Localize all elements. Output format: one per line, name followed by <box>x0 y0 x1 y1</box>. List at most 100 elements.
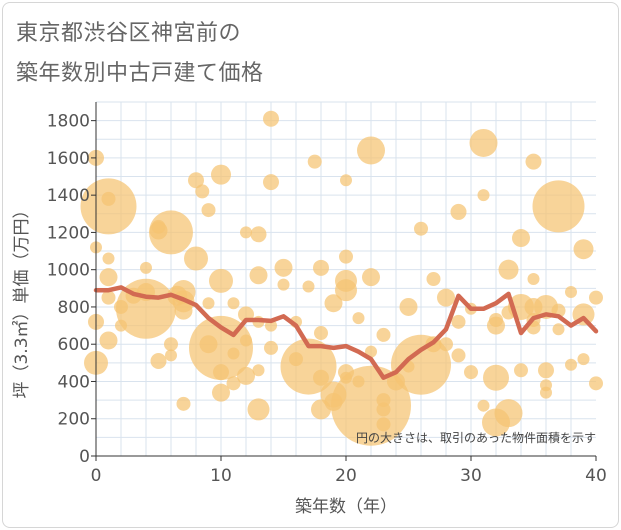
bubble-layer <box>80 110 603 446</box>
x-tick-label: 30 <box>460 466 482 486</box>
bubble-point <box>589 376 603 391</box>
bubble-point <box>498 259 519 280</box>
bubble-point <box>211 164 231 185</box>
bubble-point <box>477 189 490 202</box>
bubble-point <box>237 366 255 385</box>
bubble-point <box>376 327 391 342</box>
y-tick-label: 1200 <box>47 223 90 243</box>
bubble-point <box>247 398 270 421</box>
bubble-point <box>464 365 478 380</box>
average-price-line <box>93 285 599 380</box>
bubble-point <box>209 268 233 293</box>
bubble-point <box>414 221 428 236</box>
bubble-point <box>514 363 528 378</box>
bubble-size-note: 円の大きさは、取引のあった物件面積を示す <box>356 430 596 445</box>
x-axis-label: 築年数（年） <box>295 497 397 517</box>
bubble-point <box>527 273 540 285</box>
bubble-point <box>565 358 577 371</box>
bubble-point <box>439 337 453 352</box>
y-tick-label: 800 <box>58 298 90 318</box>
bubble-point <box>489 312 503 327</box>
bubble-point <box>165 349 177 362</box>
bubble-point <box>195 184 210 199</box>
y-tick-label: 1800 <box>47 112 90 132</box>
y-tick-label: 1000 <box>47 261 90 281</box>
bubble-point <box>352 312 365 325</box>
bubble-point <box>512 229 530 248</box>
bubble-point <box>302 280 315 293</box>
bubble-point <box>565 286 577 299</box>
bubble-point <box>540 379 552 392</box>
bubble-point <box>538 362 554 379</box>
bubble-point <box>240 334 252 347</box>
bubble-point <box>525 153 542 170</box>
bubble-point <box>227 347 240 360</box>
bubble-point <box>249 266 268 285</box>
chart-title-line-2: 築年数別中古戸建て価格 <box>16 61 264 86</box>
bubble-point <box>307 154 322 169</box>
bubble-point <box>274 258 293 277</box>
bubble-point <box>252 364 265 377</box>
bubble-point <box>101 191 116 206</box>
bubble-point <box>99 331 118 350</box>
x-tick-label: 10 <box>210 466 232 486</box>
bubble-point <box>357 136 385 165</box>
bubble-point <box>494 399 523 428</box>
bubble-point <box>174 301 193 320</box>
bubble-point <box>202 297 215 310</box>
axes: 0 200 400 600 800 1000 1200 1400 1600 1800 0 10 20 30… <box>47 102 607 486</box>
bubble-point <box>226 376 241 391</box>
bubble-point <box>532 180 585 233</box>
y-tick-label: 400 <box>58 372 90 392</box>
bubble-point <box>376 402 391 417</box>
bubble-point <box>450 203 467 220</box>
bubble-point <box>150 352 167 369</box>
bubble-point <box>188 172 204 189</box>
bubble-point <box>250 226 267 243</box>
bubble-point <box>164 337 178 352</box>
bubble-point <box>477 399 490 412</box>
y-tick-label: 1600 <box>47 149 90 169</box>
bubble-point <box>263 110 279 127</box>
bubble-point <box>140 261 152 274</box>
x-tick-label: 0 <box>91 466 102 486</box>
bubble-point <box>102 252 115 265</box>
bubble-point <box>213 364 229 381</box>
bubble-point <box>212 383 230 402</box>
bubble-point <box>483 364 509 391</box>
bubble-point <box>573 239 594 260</box>
x-tick-label: 40 <box>585 466 607 486</box>
bubble-point <box>263 174 279 191</box>
bubble-point <box>340 174 352 187</box>
bubble-point <box>149 210 193 255</box>
bubble-point <box>184 246 208 271</box>
bubble-point <box>201 203 216 218</box>
bubble-point <box>451 314 466 329</box>
bubble-point <box>99 268 118 287</box>
bubble-point <box>339 249 353 264</box>
bubble-point <box>589 290 603 305</box>
y-tick-label: 0 <box>79 447 90 467</box>
y-tick-label: 1400 <box>47 186 90 206</box>
chart-title-line-1: 東京都渋谷区神宮前の <box>16 21 242 46</box>
x-tick-label: 20 <box>335 466 357 486</box>
bubble-point <box>362 268 380 287</box>
bubble-point <box>313 259 329 276</box>
bubble-point <box>376 417 391 432</box>
y-tick-label: 600 <box>58 335 90 355</box>
bubble-point <box>314 326 328 341</box>
bubble-point <box>451 348 466 363</box>
average-line-layer <box>93 285 599 380</box>
bubble-point <box>80 178 137 235</box>
bubble-point <box>552 323 565 336</box>
bubble-point <box>577 353 590 366</box>
y-tick-label: 200 <box>58 410 90 430</box>
bubble-point <box>176 396 191 411</box>
bubble-point <box>365 345 377 358</box>
y-axis-label: 坪（3.3㎡）単価（万円） <box>12 201 32 398</box>
bubble-point <box>264 340 278 355</box>
bubble-point <box>101 290 116 305</box>
bubble-point <box>313 369 329 386</box>
bubble-point <box>437 288 455 307</box>
